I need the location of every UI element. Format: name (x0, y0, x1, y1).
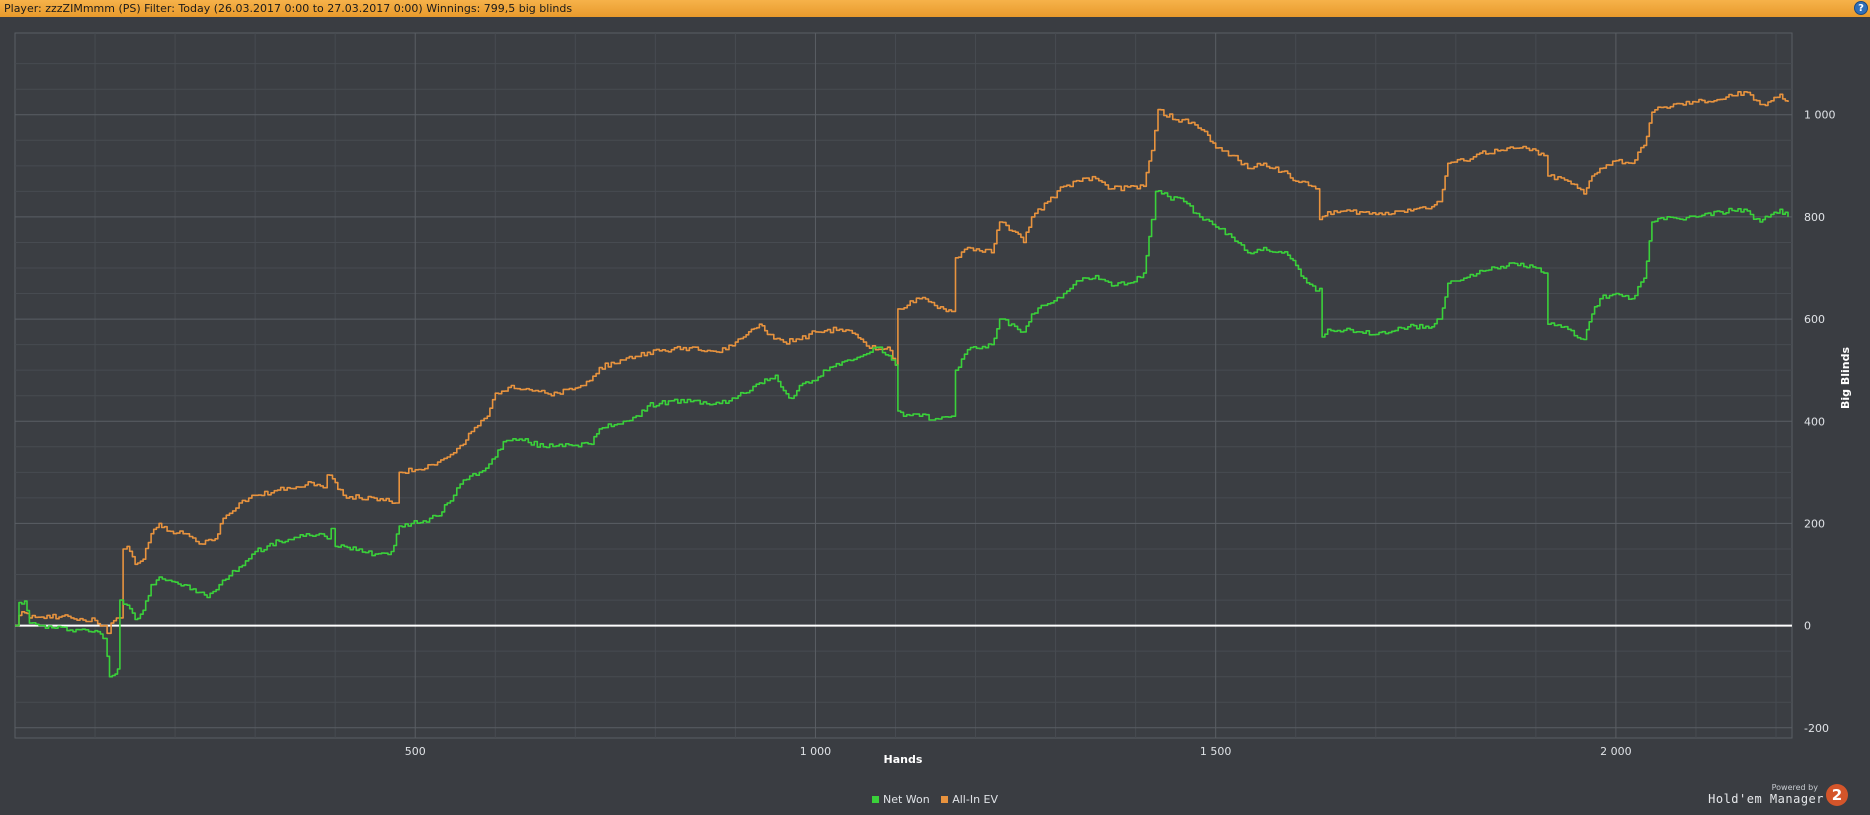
y-axis-ticks: -200 0 200 400 600 800 1 000 (1804, 109, 1836, 735)
x-tick-label: 1 000 (800, 745, 832, 758)
graph-area[interactable]: 500 1 000 1 500 2 000 -200 0 200 400 600 800 1 00… (0, 17, 1870, 772)
powered-by-text: Powered by (1771, 783, 1818, 792)
y-tick-label: 1 000 (1804, 109, 1836, 122)
chart-title: Player: zzzZIMmmm (PS) Filter: Today (26… (4, 2, 573, 15)
major-gridlines (15, 33, 1792, 738)
x-axis-ticks: 500 1 000 1 500 2 000 (405, 745, 1632, 758)
legend: Net Won All-In EV (0, 793, 1870, 807)
legend-label-all-in-ev: All-In EV (952, 793, 999, 806)
legend-label-net-won: Net Won (882, 793, 930, 806)
series-layer (15, 91, 1789, 678)
legend-item-all-in-ev[interactable]: All-In EV (941, 793, 998, 807)
y-tick-label: 200 (1804, 517, 1825, 530)
title-bar: Player: zzzZIMmmm (PS) Filter: Today (26… (0, 0, 1870, 17)
legend-swatch-net-won (871, 796, 879, 803)
series-line-net-won (15, 190, 1789, 678)
x-tick-label: 2 000 (1600, 745, 1632, 758)
legend-item-net-won[interactable]: Net Won (871, 793, 930, 807)
plot-background (14, 32, 1793, 739)
y-tick-label: -200 (1804, 722, 1829, 735)
x-tick-label: 500 (405, 745, 426, 758)
legend-swatch-all-in-ev (941, 796, 949, 803)
y-axis-title: Big Blinds (1839, 347, 1852, 409)
y-tick-label: 600 (1804, 313, 1825, 326)
series-line-all-in-ev (15, 91, 1789, 635)
brand-logo-icon: 2 (1826, 784, 1848, 806)
y-tick-label: 0 (1804, 620, 1811, 633)
brand-name: Hold'em Manager (1708, 792, 1824, 806)
help-button[interactable]: ? (1854, 1, 1868, 15)
x-tick-label: 1 500 (1200, 745, 1232, 758)
y-tick-label: 400 (1804, 415, 1825, 428)
y-tick-label: 800 (1804, 211, 1825, 224)
brand-watermark: Powered by Hold'em Manager 2 (1708, 783, 1858, 809)
x-axis-title: Hands (884, 753, 923, 766)
minor-gridlines (15, 33, 1792, 738)
